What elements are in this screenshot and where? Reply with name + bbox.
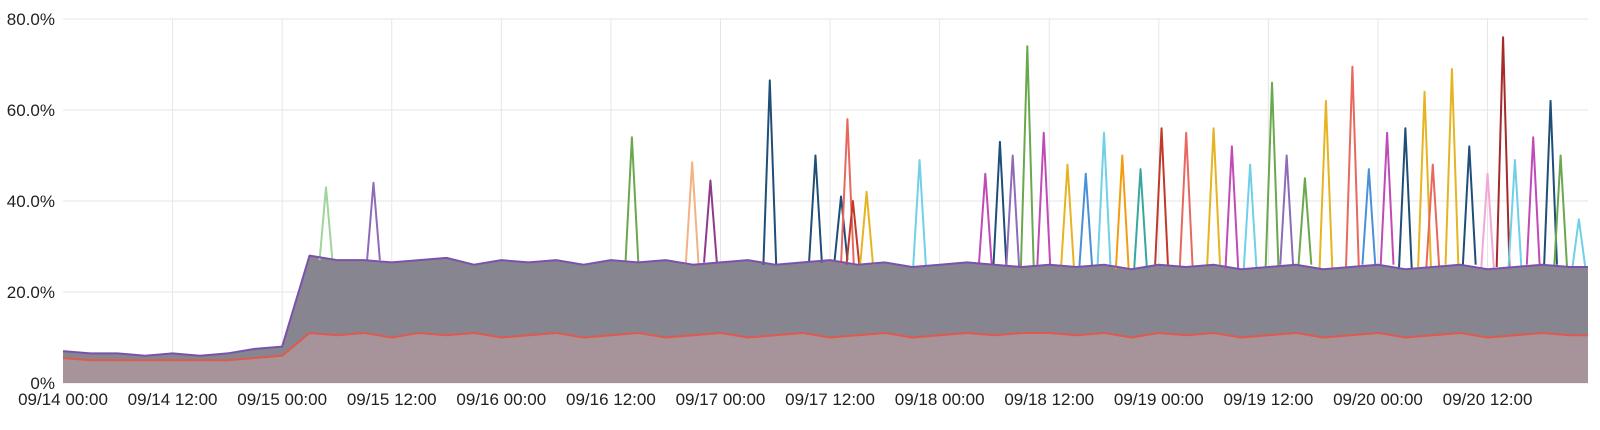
spike-mark <box>762 79 778 265</box>
spike-mark <box>1543 99 1558 265</box>
y-tick-label: 80.0% <box>7 10 55 29</box>
spike-mark <box>1525 136 1541 265</box>
spike-mark <box>1019 45 1035 268</box>
spike-mark <box>1005 154 1021 268</box>
spike-mark <box>1297 177 1313 265</box>
spike-mark <box>1133 168 1148 270</box>
spike-mark <box>318 186 334 261</box>
series-line-0 <box>62 254 1588 357</box>
series-line-1 <box>62 331 1588 362</box>
spike-lines <box>318 36 1587 270</box>
spike-mark <box>684 161 700 265</box>
y-tick-label: 60.0% <box>7 101 55 120</box>
spike-mark <box>1425 163 1441 268</box>
x-tick-label: 09/16 00:00 <box>456 390 546 409</box>
spike-mark <box>912 159 927 268</box>
spike-mark <box>1571 218 1587 268</box>
x-tick-label: 09/18 12:00 <box>1004 390 1094 409</box>
spike-mark <box>1480 172 1495 270</box>
series-areas <box>63 255 1588 383</box>
spike-mark <box>833 195 849 261</box>
spike-mark <box>1060 163 1075 268</box>
x-tick-label: 09/20 00:00 <box>1333 390 1423 409</box>
spike-mark <box>840 118 855 265</box>
y-tick-label: 40.0% <box>7 192 55 211</box>
spike-mark <box>1036 131 1052 265</box>
spike-mark <box>1264 81 1280 268</box>
spike-mark <box>1114 154 1130 270</box>
spike-mark <box>1206 127 1221 265</box>
spike-mark <box>1224 145 1240 270</box>
spike-mark <box>1507 159 1523 268</box>
spike-mark <box>624 136 640 263</box>
x-tick-label: 09/17 00:00 <box>676 390 766 409</box>
series-area-1 <box>63 332 1588 383</box>
spike-mark <box>703 179 718 263</box>
spike-mark <box>1345 65 1360 268</box>
spike-mark <box>845 200 861 265</box>
y-tick-label: 0% <box>30 374 55 393</box>
spike-mark <box>1361 168 1377 265</box>
spike-mark <box>1495 36 1511 268</box>
spike-mark <box>1318 99 1334 270</box>
x-tick-label: 09/19 12:00 <box>1223 390 1313 409</box>
spike-mark <box>1078 172 1094 268</box>
spike-mark <box>1096 131 1112 265</box>
spike-mark <box>1178 131 1194 268</box>
x-tick-label: 09/18 00:00 <box>895 390 985 409</box>
spike-mark <box>1461 145 1477 265</box>
x-tick-label: 09/20 12:00 <box>1443 390 1533 409</box>
x-axis-ticks: 09/14 00:00 09/14 12:00 09/15 00:00 09/15 1… <box>18 390 1532 409</box>
spike-mark <box>1417 90 1432 268</box>
x-tick-label: 09/17 12:00 <box>785 390 875 409</box>
x-tick-label: 09/14 00:00 <box>18 390 108 409</box>
x-tick-label: 09/16 12:00 <box>566 390 656 409</box>
spike-mark <box>1397 127 1413 270</box>
spike-mark <box>1444 68 1460 265</box>
spike-mark <box>1553 154 1568 268</box>
spike-mark <box>1154 127 1169 265</box>
x-tick-label: 09/15 00:00 <box>237 390 327 409</box>
spike-mark <box>366 181 381 261</box>
x-tick-label: 09/19 00:00 <box>1114 390 1204 409</box>
x-tick-label: 09/15 12:00 <box>347 390 437 409</box>
y-tick-label: 20.0% <box>7 283 55 302</box>
spike-mark <box>1279 154 1295 265</box>
spike-mark <box>1242 163 1258 270</box>
x-tick-label: 09/14 12:00 <box>128 390 218 409</box>
spike-mark <box>992 140 1008 265</box>
series-lines <box>62 254 1588 362</box>
spike-mark <box>859 190 874 265</box>
spike-mark <box>808 154 823 263</box>
spike-mark <box>1379 131 1395 265</box>
y-axis-ticks: 0% 20.0% 40.0% 60.0% 80.0% <box>7 10 55 393</box>
spike-mark <box>977 172 993 265</box>
